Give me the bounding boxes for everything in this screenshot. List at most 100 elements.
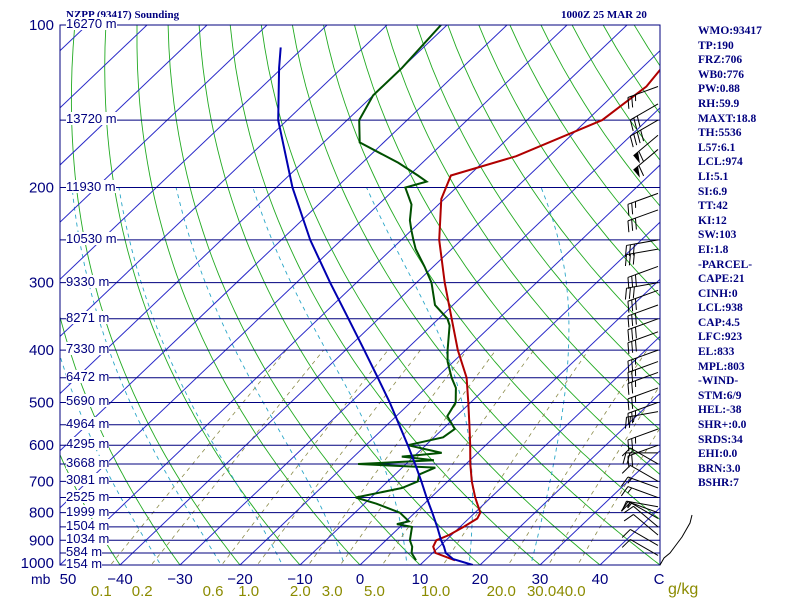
dry-adiabat bbox=[385, 25, 660, 431]
height-label: 6472 m bbox=[66, 368, 110, 384]
index-item: TH:5536 bbox=[698, 127, 742, 140]
index-item: SW:103 bbox=[698, 229, 737, 242]
pressure-tick-label: 900 bbox=[29, 532, 54, 549]
wind-barb bbox=[629, 103, 659, 132]
wind-barb bbox=[621, 500, 659, 512]
height-label: 584 m bbox=[66, 543, 103, 559]
index-item: PW:0.88 bbox=[698, 83, 740, 96]
index-item: RH:59.9 bbox=[698, 97, 740, 110]
index-item: WMO:93417 bbox=[698, 25, 762, 37]
temperature-tick-label: −10 bbox=[287, 571, 312, 588]
pressure-tick-label: 500 bbox=[29, 394, 54, 411]
temperature-tick-label: −30 bbox=[167, 571, 192, 588]
wind-barb bbox=[620, 486, 659, 499]
pressure-tick-label: 1000 bbox=[21, 555, 54, 572]
mixing-ratio-label: 40.0 bbox=[556, 583, 585, 600]
index-item: EL:833 bbox=[698, 346, 735, 359]
index-item: LFC:923 bbox=[698, 331, 743, 344]
mixing-ratio-line bbox=[109, 349, 287, 565]
mixing-ratio-label: 10.0 bbox=[421, 583, 450, 600]
mixing-ratio-line bbox=[442, 349, 589, 565]
mixing-ratio-line bbox=[507, 349, 648, 565]
isotherm bbox=[539, 450, 660, 565]
isotherm bbox=[119, 50, 660, 565]
wind-barb bbox=[627, 192, 659, 216]
dry-adiabat bbox=[509, 25, 660, 252]
sounding-indices: WMO:93417 TP:190 FRZ:706 WB0:776 PW:0.88 RH:5… bbox=[698, 24, 762, 491]
height-label: 1034 m bbox=[66, 531, 110, 547]
temperature-tick-label: 20 bbox=[472, 571, 489, 588]
pressure-tick-label: 600 bbox=[29, 437, 54, 454]
wind-barb bbox=[627, 428, 659, 452]
isotherm bbox=[359, 278, 660, 565]
temperature-tick-label: −40 bbox=[107, 571, 132, 588]
wind-barb bbox=[627, 331, 659, 355]
wind-barb bbox=[627, 401, 659, 425]
index-item: EHI:0.0 bbox=[698, 448, 738, 461]
height-label: 3081 m bbox=[66, 472, 110, 488]
isotherm bbox=[179, 107, 660, 565]
isotherm bbox=[60, 25, 628, 565]
index-item: SI:6.9 bbox=[698, 185, 728, 198]
temperature-tick-label: 30 bbox=[532, 571, 549, 588]
temperature-unit-label: C bbox=[654, 571, 665, 588]
height-label: 1504 m bbox=[66, 517, 110, 533]
mixing-ratio-label: 0.6 bbox=[203, 583, 224, 600]
wind-barb bbox=[623, 514, 659, 536]
temperature-tick-label: 0 bbox=[356, 571, 364, 588]
pressure-tick-label: 400 bbox=[29, 342, 54, 359]
index-item: FRZ:706 bbox=[698, 54, 743, 67]
mixing-ratio-label: 2.0 bbox=[290, 583, 311, 600]
mixing-ratio-label: 5.0 bbox=[364, 583, 385, 600]
index-item: SRDS:34 bbox=[698, 433, 743, 446]
dry-adiabat bbox=[790, 25, 800, 576]
height-label: 8271 m bbox=[66, 309, 110, 325]
wind-barb bbox=[627, 209, 659, 233]
pressure-tick-label: 800 bbox=[29, 505, 54, 522]
wind-barb bbox=[620, 476, 659, 489]
dry-adiabat bbox=[447, 25, 660, 342]
dry-adiabat bbox=[416, 25, 660, 386]
isotherm bbox=[60, 25, 448, 395]
height-label: 154 m bbox=[66, 556, 103, 571]
wind-barb bbox=[624, 282, 659, 300]
dry-adiabat bbox=[60, 315, 181, 565]
wind-barb bbox=[621, 529, 659, 546]
index-item: CAPE:21 bbox=[698, 273, 745, 286]
isotherm bbox=[60, 25, 508, 452]
index-item: BRN:3.0 bbox=[698, 462, 741, 475]
dry-adiabat bbox=[60, 564, 61, 565]
pressure-tick-label: 100 bbox=[29, 17, 54, 34]
mixing-ratio-unit-label: g/kg bbox=[668, 581, 698, 598]
dry-adiabat bbox=[291, 25, 660, 565]
height-label: 7330 m bbox=[66, 341, 110, 357]
wind-barb bbox=[623, 505, 659, 528]
dry-adiabat bbox=[104, 25, 301, 565]
isotherm bbox=[60, 25, 328, 280]
mixing-ratio-line bbox=[256, 349, 421, 565]
height-label: 5690 m bbox=[66, 393, 110, 409]
wind-barb bbox=[627, 265, 659, 289]
index-item: CAP:4.5 bbox=[698, 316, 740, 329]
mixing-ratio-line bbox=[150, 349, 324, 565]
index-item: MAXT:18.8 bbox=[698, 112, 757, 125]
index-item: LI:5.1 bbox=[698, 170, 729, 183]
moist-adiabat bbox=[252, 187, 408, 565]
height-label: 4295 m bbox=[66, 436, 110, 452]
mixing-ratio-label: 0.2 bbox=[132, 583, 153, 600]
dry-adiabat bbox=[167, 25, 421, 565]
index-item: LCL:938 bbox=[698, 302, 743, 315]
index-item: KI:12 bbox=[698, 214, 727, 227]
height-label: 1999 m bbox=[66, 503, 110, 519]
index-item: STM:6/9 bbox=[698, 389, 742, 402]
wind-barb bbox=[633, 149, 659, 178]
height-label: 2525 m bbox=[66, 488, 110, 504]
temperature-tick-label: 10 bbox=[412, 571, 429, 588]
height-label: 11930 m bbox=[66, 178, 116, 194]
index-item: TT:42 bbox=[698, 200, 728, 213]
wind-barb bbox=[627, 349, 659, 373]
mixing-ratio-line bbox=[221, 349, 389, 565]
isotherm bbox=[60, 25, 268, 223]
index-item: TP:190 bbox=[698, 39, 734, 52]
pressure-unit-label: mb bbox=[31, 571, 51, 587]
